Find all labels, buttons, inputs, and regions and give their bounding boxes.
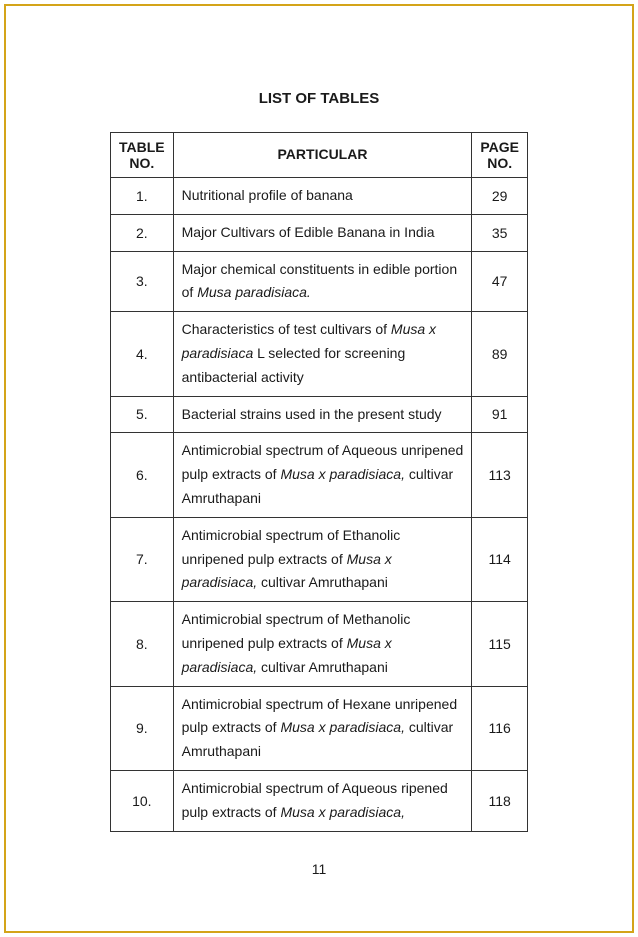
table-row: 10.Antimicrobial spectrum of Aqueous rip… [111, 770, 528, 831]
cell-table-no: 10. [111, 770, 174, 831]
cell-table-no: 9. [111, 686, 174, 770]
cell-particular: Nutritional profile of banana [173, 178, 472, 215]
table-body: 1.Nutritional profile of banana292.Major… [111, 178, 528, 832]
cell-page-no: 118 [472, 770, 528, 831]
cell-table-no: 3. [111, 251, 174, 312]
header-page-no: PAGE NO. [472, 133, 528, 178]
cell-page-no: 29 [472, 178, 528, 215]
cell-page-no: 114 [472, 517, 528, 601]
cell-table-no: 5. [111, 396, 174, 433]
cell-particular: Bacterial strains used in the present st… [173, 396, 472, 433]
cell-table-no: 2. [111, 214, 174, 251]
list-of-tables: TABLE NO. PARTICULAR PAGE NO. 1.Nutritio… [110, 132, 528, 832]
cell-page-no: 35 [472, 214, 528, 251]
table-row: 3.Major chemical constituents in edible … [111, 251, 528, 312]
cell-page-no: 115 [472, 602, 528, 686]
cell-table-no: 1. [111, 178, 174, 215]
page-number: 11 [0, 861, 638, 877]
table-row: 2.Major Cultivars of Edible Banana in In… [111, 214, 528, 251]
table-row: 1.Nutritional profile of banana29 [111, 178, 528, 215]
cell-table-no: 7. [111, 517, 174, 601]
table-row: 4.Characteristics of test cultivars of M… [111, 312, 528, 396]
cell-particular: Antimicrobial spectrum of Hexane unripen… [173, 686, 472, 770]
table-row: 6.Antimicrobial spectrum of Aqueous unri… [111, 433, 528, 517]
cell-particular: Antimicrobial spectrum of Aqueous unripe… [173, 433, 472, 517]
cell-page-no: 116 [472, 686, 528, 770]
cell-particular: Antimicrobial spectrum of Aqueous ripene… [173, 770, 472, 831]
document-title: LIST OF TABLES [110, 90, 528, 107]
cell-table-no: 8. [111, 602, 174, 686]
table-row: 8.Antimicrobial spectrum of Methanolic u… [111, 602, 528, 686]
cell-page-no: 47 [472, 251, 528, 312]
table-row: 7.Antimicrobial spectrum of Ethanolic un… [111, 517, 528, 601]
cell-particular: Major Cultivars of Edible Banana in Indi… [173, 214, 472, 251]
header-table-no: TABLE NO. [111, 133, 174, 178]
cell-particular: Antimicrobial spectrum of Ethanolic unri… [173, 517, 472, 601]
header-particular: PARTICULAR [173, 133, 472, 178]
cell-particular: Antimicrobial spectrum of Methanolic unr… [173, 602, 472, 686]
cell-table-no: 6. [111, 433, 174, 517]
table-row: 9.Antimicrobial spectrum of Hexane unrip… [111, 686, 528, 770]
table-header-row: TABLE NO. PARTICULAR PAGE NO. [111, 133, 528, 178]
cell-particular: Characteristics of test cultivars of Mus… [173, 312, 472, 396]
cell-particular: Major chemical constituents in edible po… [173, 251, 472, 312]
document-content: LIST OF TABLES TABLE NO. PARTICULAR PAGE… [0, 90, 638, 832]
cell-table-no: 4. [111, 312, 174, 396]
table-row: 5.Bacterial strains used in the present … [111, 396, 528, 433]
cell-page-no: 89 [472, 312, 528, 396]
cell-page-no: 113 [472, 433, 528, 517]
cell-page-no: 91 [472, 396, 528, 433]
